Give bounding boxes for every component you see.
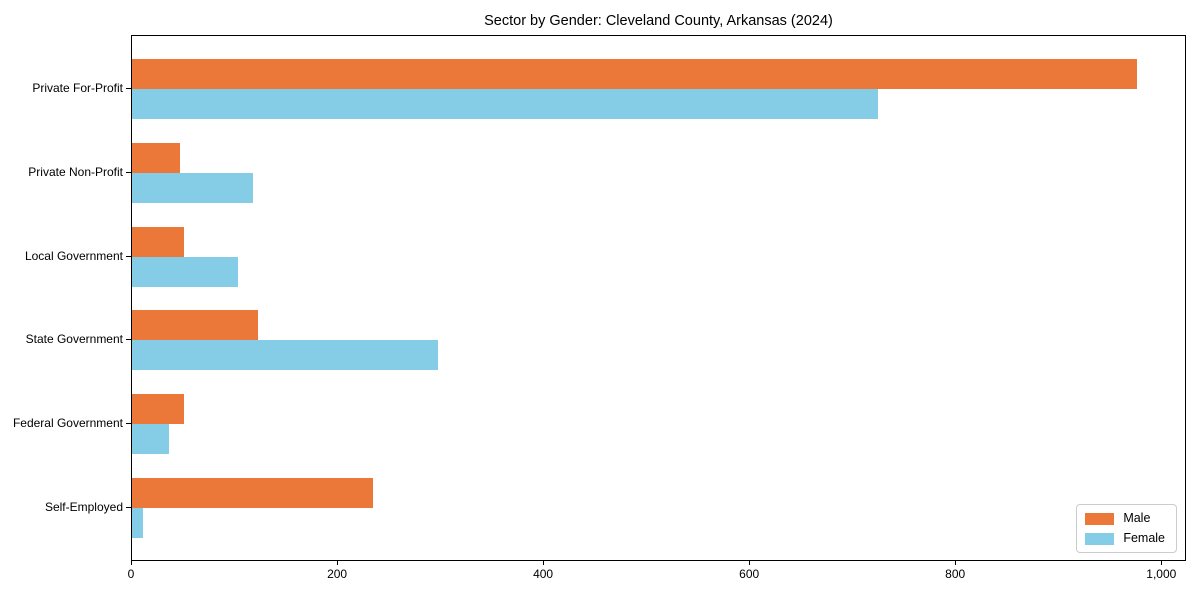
x-tick-600 (749, 561, 751, 565)
plot-area: Male Female (131, 35, 1186, 561)
legend-item-male: Male (1085, 512, 1165, 525)
x-tick-label-600: 600 (739, 567, 760, 581)
x-tick-800 (955, 561, 957, 565)
legend-item-female: Female (1085, 532, 1165, 545)
bar-male-private-non-profit (132, 142, 181, 173)
chart-title: Sector by Gender: Cleveland County, Arka… (484, 13, 833, 29)
y-label-self-employed: Self-Employed (44, 500, 123, 514)
y-tick-federal-government (126, 423, 131, 425)
y-tick-private-for-profit (126, 88, 131, 89)
y-label-local-government: Local Government (24, 248, 123, 263)
bar-male-state-government (132, 310, 258, 341)
bar-female-private-non-profit (132, 172, 253, 203)
y-tick-local-government (126, 255, 131, 257)
bar-female-private-for-profit (132, 89, 878, 119)
y-tick-self-employed (126, 507, 131, 508)
bar-male-local-government (132, 226, 184, 257)
y-label-state-government: State Government (25, 332, 123, 347)
x-tick-1000 (1161, 561, 1163, 565)
bar-female-federal-government (132, 424, 170, 455)
x-tick-400 (543, 561, 545, 565)
x-tick-label-1000: 1,000 (1146, 567, 1177, 581)
bar-female-self-employed (132, 508, 144, 538)
x-tick-0 (131, 561, 132, 565)
legend-swatch-male (1085, 512, 1115, 525)
x-tick-label-400: 400 (533, 567, 554, 581)
x-tick-200 (337, 561, 339, 565)
bar-male-self-employed (132, 478, 374, 508)
y-label-federal-government: Federal Government (12, 416, 123, 431)
legend-label-male: Male (1123, 511, 1151, 525)
y-label-private-non-profit: Private Non-Profit (28, 164, 123, 179)
x-tick-label-200: 200 (327, 567, 348, 581)
y-label-private-for-profit: Private For-Profit (32, 81, 123, 95)
bar-female-state-government (132, 340, 438, 371)
bar-male-private-for-profit (132, 59, 1137, 89)
y-tick-state-government (126, 339, 131, 341)
legend-swatch-female (1085, 532, 1115, 545)
bar-female-local-government (132, 256, 239, 287)
x-tick-label-800: 800 (945, 567, 966, 581)
bar-male-federal-government (132, 394, 184, 425)
legend: Male Female (1076, 504, 1177, 553)
y-tick-private-non-profit (126, 171, 131, 173)
legend-label-female: Female (1123, 531, 1165, 545)
x-tick-label-0: 0 (127, 567, 135, 581)
